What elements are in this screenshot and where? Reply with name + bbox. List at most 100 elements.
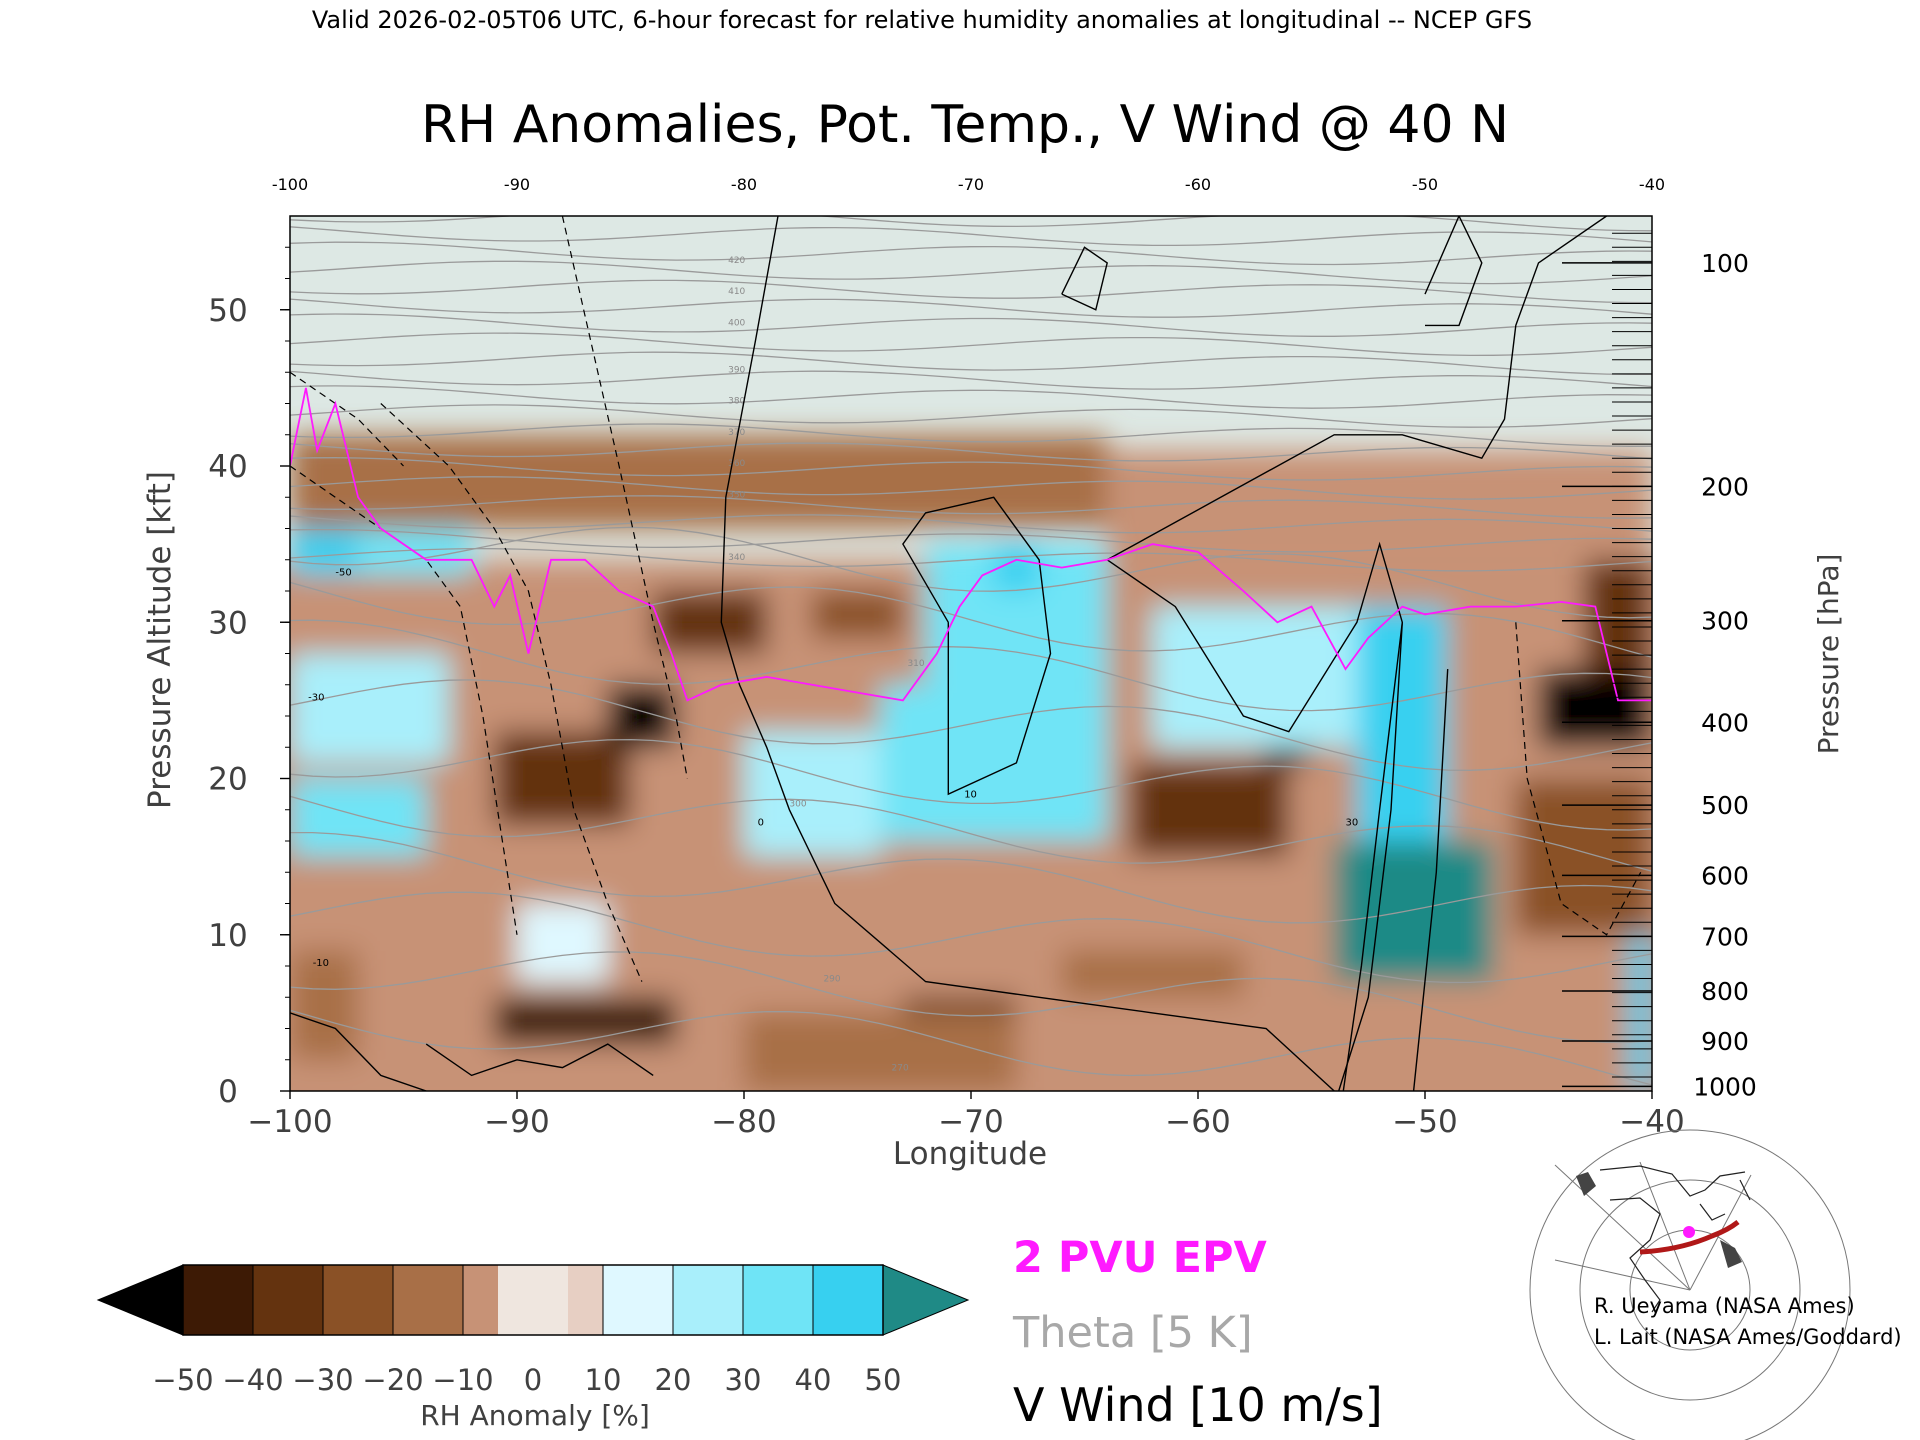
legend-entry: V Wind [10 m/s] — [1013, 1378, 1383, 1432]
pressure-tick-label: 800 — [1701, 977, 1749, 1006]
valid-time-header: Valid 2026-02-05T06 UTC, 6-hour forecast… — [312, 6, 1532, 34]
pressure-tick-label: 300 — [1701, 607, 1749, 636]
theta-contour-line — [290, 795, 1652, 872]
y-tick-label: 20 — [208, 762, 247, 798]
colorbar-segment — [392, 1264, 464, 1336]
colorbar-label: RH Anomaly [%] — [420, 1399, 650, 1432]
theta-label: 270 — [892, 1064, 909, 1074]
theta-contour-line — [290, 216, 1652, 232]
theta-contour-line — [290, 528, 1652, 553]
theta-label: 390 — [728, 365, 745, 375]
theta-contour-line — [290, 370, 1652, 390]
rh-cell — [1583, 559, 1652, 670]
theta-contour-line — [290, 351, 1652, 376]
theta-label: 360 — [728, 459, 745, 469]
wind-label: 0 — [758, 817, 764, 828]
legend: 2 PVU EPV Theta [5 K] V Wind [10 m/s] — [1012, 1233, 1383, 1432]
theta-contour-line — [290, 241, 1652, 266]
pressure-tick-label: 1000 — [1693, 1072, 1757, 1101]
rh-cell — [290, 434, 1108, 529]
rh-cell — [290, 778, 427, 857]
pressure-tick-label: 600 — [1701, 861, 1749, 890]
rh-cell — [1129, 762, 1289, 857]
v-wind-contours: -50 -30 -10 0 10 30 — [290, 216, 1642, 1091]
v-wind-contour-line — [290, 371, 404, 467]
colorbar-zero-band — [498, 1265, 568, 1335]
colorbar-segment — [322, 1264, 394, 1336]
colorbar-tick-label: 0 — [524, 1363, 542, 1397]
theta-label: 420 — [728, 256, 745, 266]
pressure-tick-label: 900 — [1701, 1027, 1749, 1056]
theta-contour-line — [290, 313, 1652, 337]
x-tick-label: −100 — [247, 1104, 332, 1140]
v-wind-contour-line — [902, 496, 1052, 796]
v-wind-contour-line — [1342, 622, 1403, 1091]
locator-map — [1529, 1129, 1851, 1440]
y-axis-left-label: Pressure Altitude [kft] — [142, 471, 178, 809]
colorbar-tick-label: 40 — [795, 1363, 832, 1397]
y-axis-left: 0 10 20 30 40 50 — [208, 246, 290, 1110]
theta-contour-line — [290, 457, 1652, 481]
rh-cell — [1538, 669, 1652, 748]
rh-cell — [1061, 950, 1244, 998]
wind-label: -50 — [335, 567, 351, 578]
colorbar-ticks: −50 −40 −30 −20 −10 0 10 20 30 40 50 — [152, 1363, 901, 1397]
y-tick-label: 30 — [208, 605, 247, 641]
theta-contour-line — [290, 495, 1652, 519]
colorbar-segment — [672, 1264, 744, 1336]
rh-cell — [290, 950, 359, 1060]
x-axis: −100 −90 −80 −70 −60 −50 −40 — [247, 1091, 1685, 1140]
y-axis-right: 100 200 300 400 500 600 700 800 900 1000 — [1562, 232, 1757, 1101]
rh-cell — [1356, 606, 1448, 841]
theta-contour-line — [290, 226, 1652, 247]
theta-label: 310 — [907, 659, 924, 669]
x-tick-label: −80 — [711, 1104, 776, 1140]
rh-cell — [290, 653, 449, 763]
colorbar-tick-label: −10 — [432, 1363, 493, 1397]
wind-label: 10 — [964, 789, 977, 800]
v-wind-contour-line — [1106, 216, 1607, 561]
theta-contour-line — [290, 260, 1652, 285]
credit-line-1: R. Ueyama (NASA Ames) — [1594, 1294, 1855, 1318]
theta-contour-line — [290, 332, 1652, 357]
rh-cell — [1334, 841, 1494, 982]
colorbar-segment — [602, 1264, 674, 1336]
colorbar-frame — [182, 1264, 884, 1336]
rh-cell — [517, 903, 608, 982]
x-top-tick-label: -50 — [1412, 175, 1438, 194]
x-top-tick-label: -60 — [1185, 175, 1211, 194]
pvu-contour — [290, 387, 1652, 702]
rh-cell — [744, 731, 881, 857]
theta-contour-line — [290, 619, 1652, 712]
y-tick-label: 50 — [208, 293, 247, 329]
colorbar-segment — [252, 1264, 324, 1336]
v-wind-contour-line — [720, 216, 1335, 1091]
v-wind-contour-line — [1424, 216, 1483, 327]
wind-label: 30 — [1346, 817, 1359, 828]
rh-cell — [494, 997, 676, 1045]
legend-entry: 2 PVU EPV — [1013, 1233, 1267, 1283]
pressure-tick-label: 500 — [1701, 791, 1749, 820]
rh-cell — [607, 684, 676, 748]
wind-label: -10 — [313, 958, 329, 969]
theta-contour-line — [290, 738, 1652, 831]
theta-contour-line — [290, 547, 1652, 572]
theta-contour-line — [290, 423, 1652, 447]
theta-contour-line — [290, 831, 1652, 924]
theta-label: 400 — [728, 318, 745, 328]
theta-label: 370 — [728, 428, 745, 438]
theta-label: 410 — [728, 287, 745, 297]
colorbar-tick-label: −30 — [292, 1363, 353, 1397]
colorbar-segment — [812, 1264, 884, 1336]
v-wind-contour-line — [380, 403, 643, 982]
legend-entry: Theta [5 K] — [1012, 1308, 1253, 1358]
v-wind-contour-line — [425, 1043, 654, 1077]
theta-contour-line — [290, 279, 1652, 304]
plot-area: 270290300310340350360370380390400410420 … — [289, 215, 1653, 1092]
y-tick-label: 0 — [218, 1074, 238, 1110]
colorbar-tick-label: −20 — [362, 1363, 423, 1397]
theta-contour-line — [290, 951, 1652, 1043]
rh-cell — [1107, 450, 1652, 560]
rh-cell — [1152, 606, 1357, 748]
theta-contour-line — [290, 679, 1652, 771]
